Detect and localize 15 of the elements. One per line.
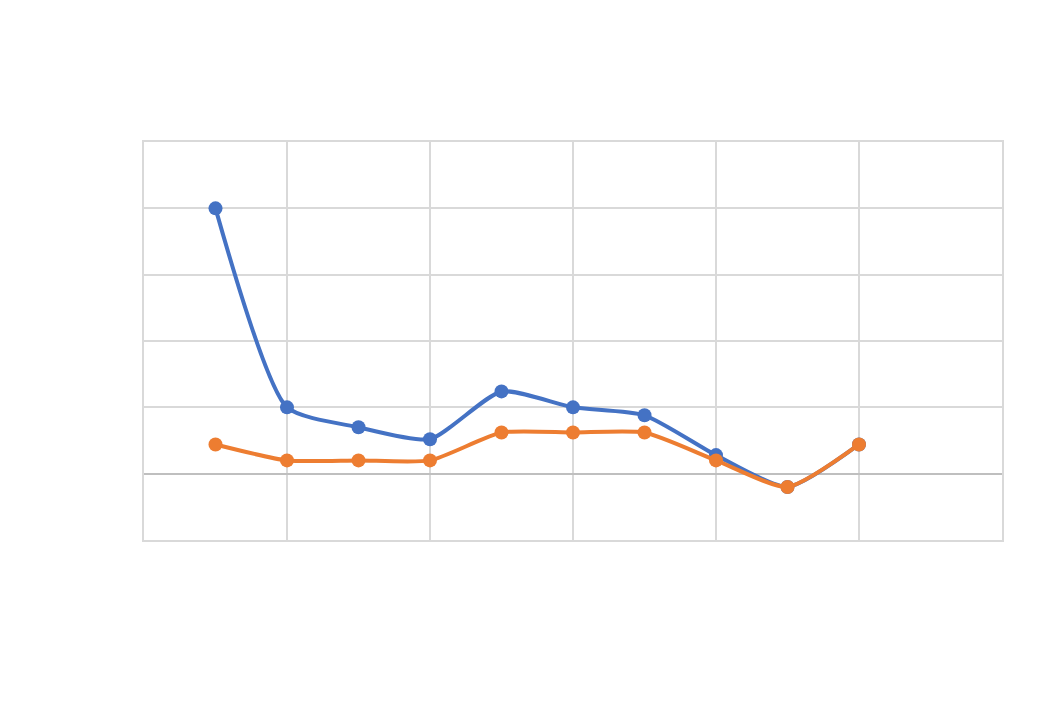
point — [208, 201, 223, 216]
point — [423, 453, 437, 468]
point — [280, 400, 294, 415]
point — [423, 432, 437, 447]
point — [709, 453, 723, 468]
point — [637, 425, 652, 440]
point — [637, 408, 652, 423]
point — [351, 453, 366, 468]
point — [566, 400, 580, 415]
point — [494, 425, 509, 440]
point — [208, 437, 223, 452]
point — [280, 453, 294, 468]
point — [494, 384, 509, 399]
point — [351, 420, 366, 435]
point — [566, 425, 580, 440]
